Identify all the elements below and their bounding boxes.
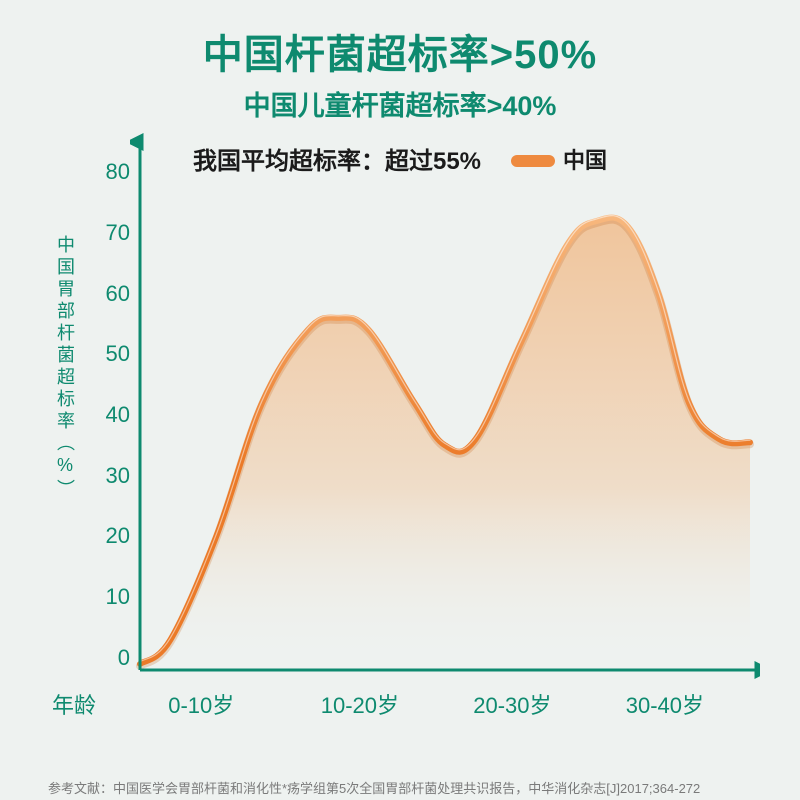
y-tick-label: 70 (106, 220, 130, 246)
x-axis-label: 年龄 (52, 688, 96, 720)
x-tick-label: 10-20岁 (321, 688, 399, 720)
page-subtitle: 中国儿童杆菌超标率>40% (0, 84, 800, 123)
y-tick-label: 80 (106, 159, 130, 185)
y-tick-label: 60 (106, 281, 130, 307)
chart (130, 130, 760, 700)
y-tick-label: 50 (106, 341, 130, 367)
y-tick-label: 20 (106, 523, 130, 549)
x-tick-label: 30-40岁 (626, 688, 704, 720)
y-axis-title: 中国胃部杆菌超标率（%） (52, 235, 78, 501)
x-tick-label: 20-30岁 (473, 688, 551, 720)
y-tick-label: 0 (118, 645, 130, 671)
y-tick-label: 30 (106, 463, 130, 489)
page-title: 中国杆菌超标率>50% (0, 0, 800, 80)
footnote: 参考文献：中国医学会胃部杆菌和消化性*疡学组第5次全国胃部杆菌处理共识报告，中华… (48, 778, 700, 797)
y-tick-label: 10 (106, 584, 130, 610)
x-tick-label: 0-10岁 (168, 688, 234, 720)
chart-svg (130, 130, 760, 700)
y-tick-label: 40 (106, 402, 130, 428)
